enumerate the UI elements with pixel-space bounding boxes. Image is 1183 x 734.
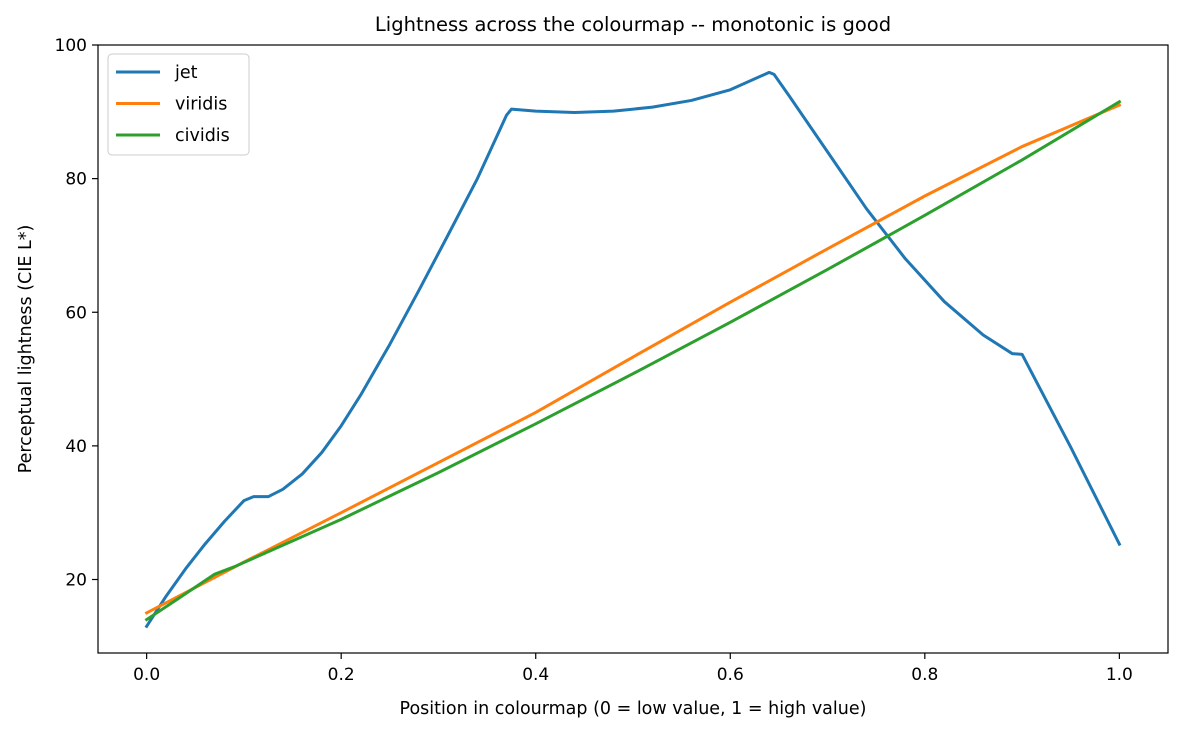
x-tick-label: 0.8	[911, 665, 938, 685]
x-tick-label: 0.6	[717, 665, 744, 685]
plot-frame	[97, 44, 1169, 654]
legend-label-cividis: cividis	[175, 126, 230, 146]
y-tick-label: 20	[65, 571, 87, 591]
y-tick-label: 100	[55, 36, 87, 56]
legend-box	[107, 53, 250, 156]
x-axis: 0.0 0.2 0.4 0.6 0.8 1.0	[133, 653, 1133, 685]
series-line-jet	[144, 70, 1122, 629]
x-tick-label: 1.0	[1106, 665, 1133, 685]
y-tick-label: 40	[65, 437, 87, 457]
y-axis-label: Perceptual lightness (CIE L*)	[16, 225, 36, 474]
legend: jet viridis cividis	[107, 53, 250, 156]
y-tick-label: 60	[65, 303, 87, 323]
x-tick-label: 0.0	[133, 665, 160, 685]
y-axis: 20 40 60 80 100	[55, 36, 98, 591]
series-line-cividis	[144, 99, 1122, 622]
series-layer	[144, 70, 1122, 629]
chart-title: Lightness across the colourmap -- monoto…	[375, 13, 891, 36]
x-tick-label: 0.4	[522, 665, 549, 685]
y-tick-label: 80	[65, 170, 87, 190]
legend-label-jet: jet	[174, 63, 198, 83]
x-tick-label: 0.2	[328, 665, 355, 685]
legend-label-viridis: viridis	[175, 95, 227, 115]
x-axis-label: Position in colourmap (0 = low value, 1 …	[400, 699, 867, 719]
